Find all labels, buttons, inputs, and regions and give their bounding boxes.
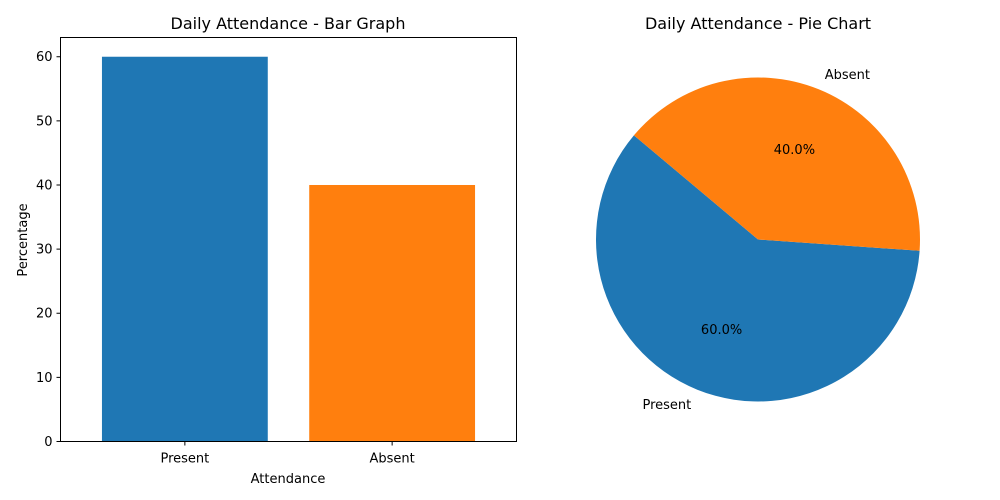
bar-plot-frame xyxy=(60,37,517,442)
pie-percent-label: 60.0% xyxy=(701,323,742,338)
x-axis-label: Attendance xyxy=(251,472,326,487)
pie-category-label: Absent xyxy=(825,68,870,83)
pie-category-label: Present xyxy=(642,398,691,413)
pie-marks: 60.0% Present 40.0% Absent xyxy=(596,68,920,413)
pie-percent-label: 40.0% xyxy=(774,143,815,158)
y-tick-label: 0 xyxy=(44,435,52,450)
y-tick-label: 40 xyxy=(36,178,53,193)
pie-slice-present xyxy=(596,135,920,402)
pie-slice-absent xyxy=(633,77,920,251)
y-axis-ticks: 0 10 20 30 40 50 60 xyxy=(36,50,61,450)
bar-chart-title: Daily Attendance - Bar Graph xyxy=(171,14,406,33)
bar-marks xyxy=(101,56,476,442)
pie-chart: Daily Attendance - Pie Chart 60.0% Presen… xyxy=(596,14,920,413)
y-tick-label: 50 xyxy=(36,114,53,129)
y-tick-label: 30 xyxy=(36,243,53,258)
y-axis-label: Percentage xyxy=(16,203,31,276)
bar-chart: Daily Attendance - Bar Graph 0 10 20 30 40 50… xyxy=(16,14,517,487)
pie-chart-title: Daily Attendance - Pie Chart xyxy=(645,14,871,33)
x-axis-ticks: Present Absent xyxy=(160,441,415,467)
y-tick-label: 10 xyxy=(36,371,53,386)
bar-absent xyxy=(309,184,476,442)
x-tick-label: Absent xyxy=(370,452,415,467)
x-tick-label: Present xyxy=(160,452,209,467)
y-tick-label: 20 xyxy=(36,307,53,322)
bar-present xyxy=(101,56,268,442)
y-tick-label: 60 xyxy=(36,50,53,65)
